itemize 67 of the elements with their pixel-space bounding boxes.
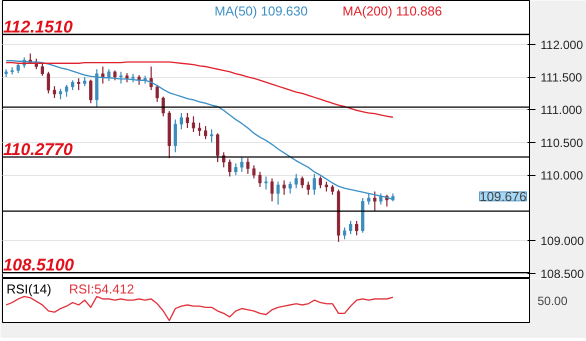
text: 109.676 [480,188,527,204]
candlestick [222,152,226,168]
ref-line-label: 112.1510 [3,17,74,36]
candlestick [107,68,110,82]
candlestick [228,158,232,178]
candlestick [180,112,183,130]
candlestick [10,66,14,76]
candlestick [70,80,74,91]
candlestick [342,226,346,240]
candlestick [16,63,20,74]
candlestick [270,178,274,202]
chart-title: RSI(14) [6,282,52,296]
candlestick [186,112,190,129]
candlestick [101,66,104,84]
y-tick-label: 111.500 [540,70,582,85]
candlestick [83,76,86,87]
candlestick [258,171,262,188]
candlestick [246,158,250,174]
y-tick-label: 110.000 [540,168,584,183]
candlestick [89,79,92,104]
candlestick [58,88,62,100]
candlestick [77,78,80,91]
candlestick [174,118,177,153]
candlestick [125,72,129,83]
candlestick [324,181,328,192]
candlestick [276,181,280,206]
candlestick [373,190,376,212]
candlestick [330,184,334,196]
candlestick [52,86,56,99]
candlestick [318,176,322,189]
candlestick [46,71,50,94]
candlestick [288,181,292,194]
candlestick [192,116,196,133]
candlestick [252,164,256,180]
candlestick [312,173,316,196]
text: MA(200) 110.886 [342,4,442,18]
candlestick [216,132,220,163]
text: MA(50) 109.630 [214,4,308,18]
candlestick [300,176,304,189]
series-label: RSI:54.412 [69,282,134,296]
y-tick-label: 110.500 [540,136,584,150]
y-tick-label: 108.500 [540,266,584,281]
candlestick [240,156,244,172]
y-tick-label: 111.000 [540,103,582,118]
candlestick [113,70,117,81]
candlestick [198,122,202,136]
candlestick [162,96,165,117]
candlestick [349,220,352,235]
text: 50.00 [538,294,568,308]
ref-line-label: 108.5100 [3,256,75,275]
candlestick [355,220,358,236]
candlestick [150,66,153,91]
y-tick-label: 112.000 [540,38,584,52]
y-tick-label: 109.000 [540,234,584,248]
candlestick [40,63,44,76]
ref-line-label: 110.2770 [3,140,74,160]
line-series [5,61,394,118]
candlestick [210,128,214,144]
candlestick [64,84,68,98]
candlestick [306,181,310,196]
candlestick [156,84,159,102]
candlestick [204,125,208,140]
candlestick [264,176,268,190]
candlestick [294,173,298,189]
candlestick [119,71,123,84]
candlestick [234,162,238,176]
candlestick [282,180,286,196]
